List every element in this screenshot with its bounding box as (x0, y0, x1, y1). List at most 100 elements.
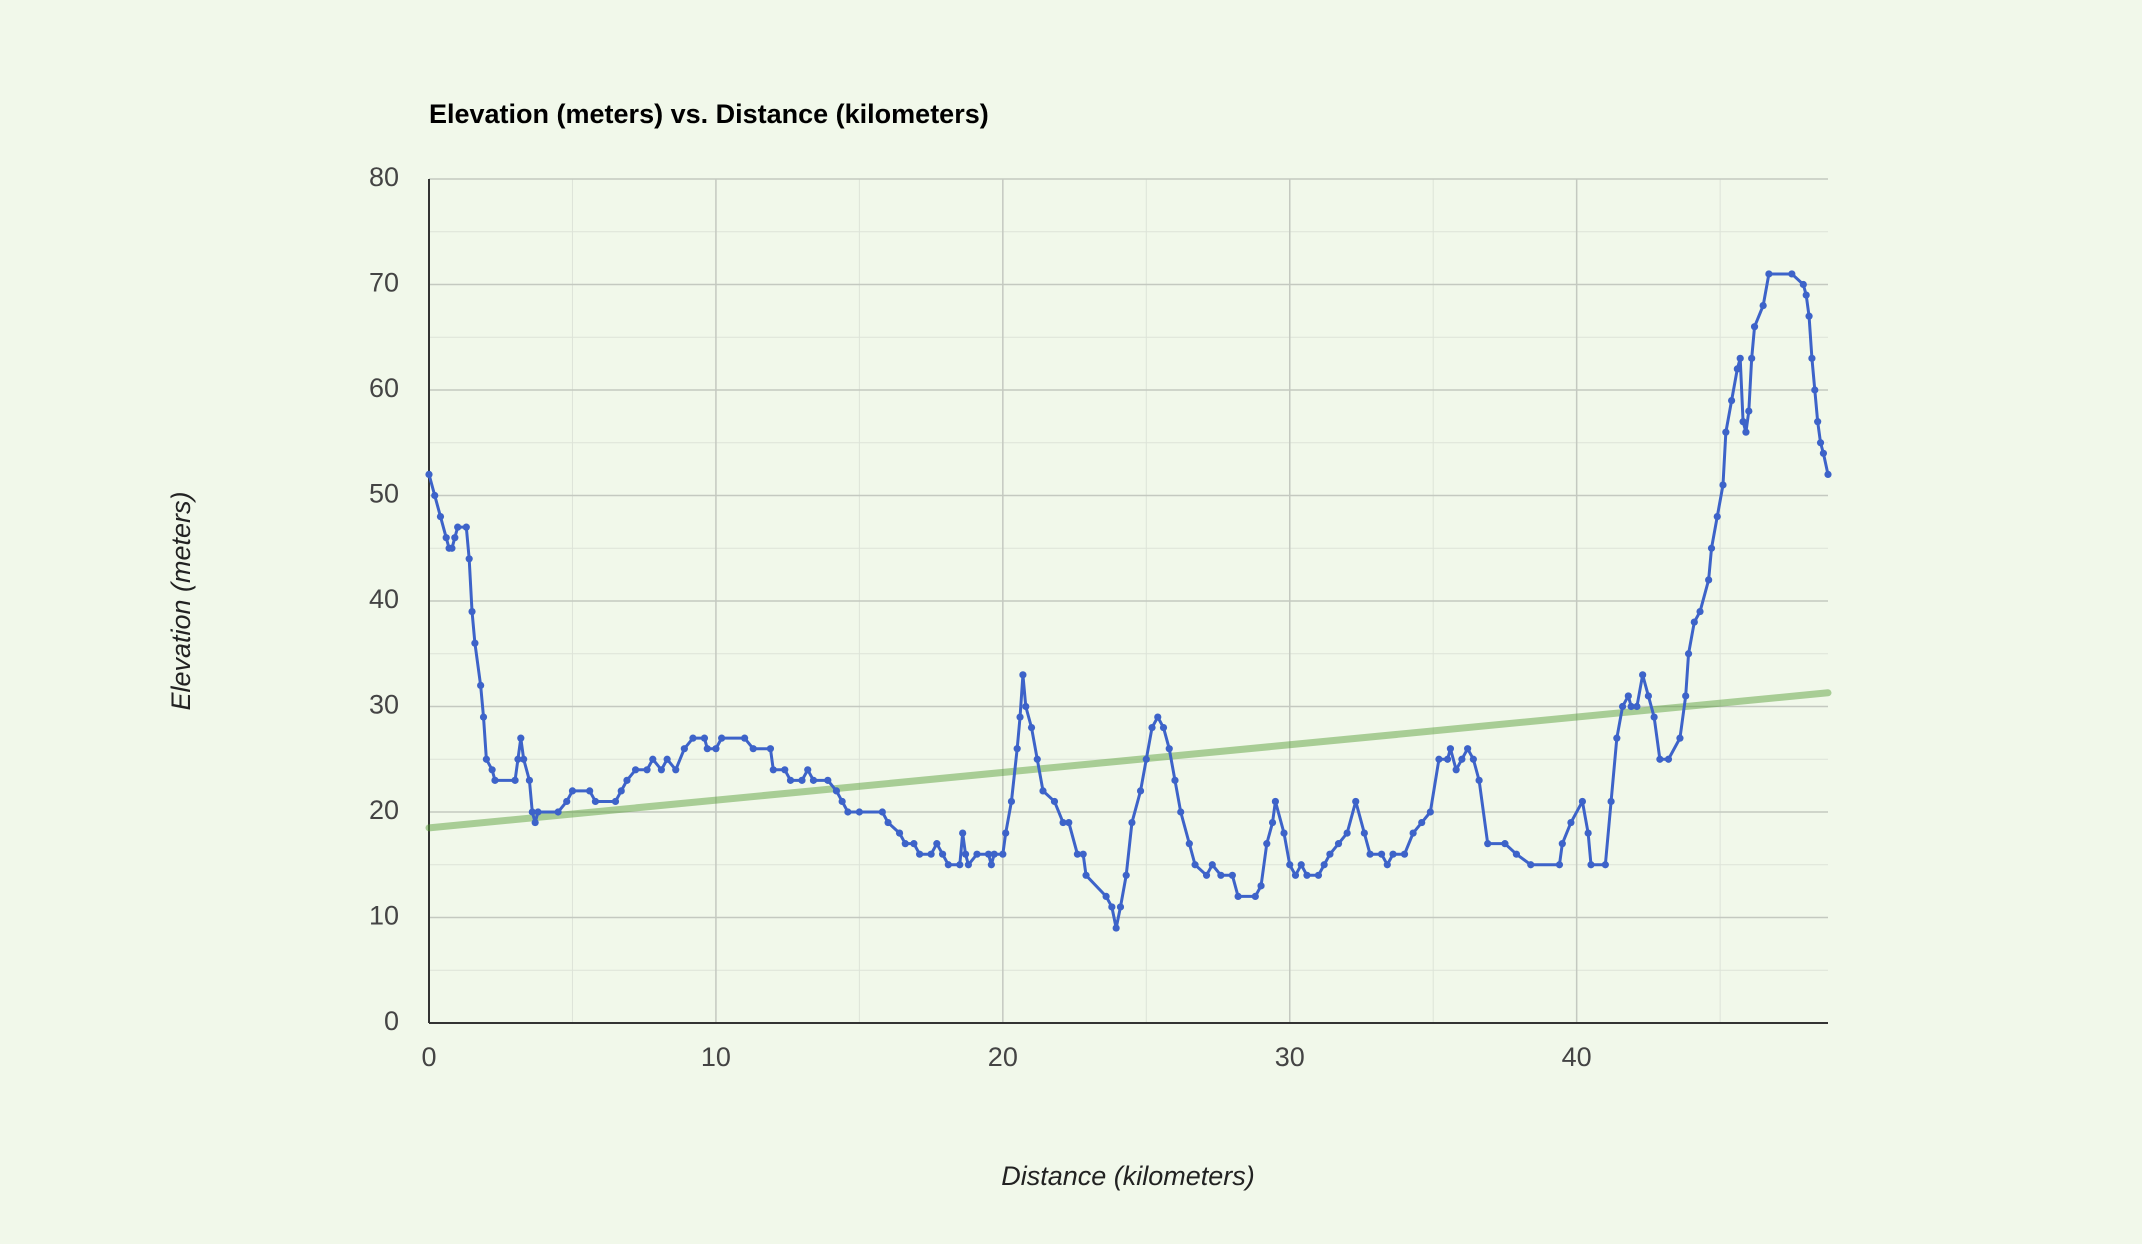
data-point (781, 766, 789, 774)
data-point (1484, 840, 1492, 848)
data-point (1320, 861, 1328, 869)
data-point (1739, 418, 1747, 426)
data-point (1073, 850, 1082, 858)
data-point (766, 745, 775, 753)
data-point (1558, 840, 1566, 848)
data-point (1578, 797, 1587, 806)
data-point (1343, 829, 1351, 837)
data-point (1136, 787, 1145, 795)
data-point (1377, 850, 1386, 858)
data-point (1802, 291, 1810, 299)
data-point (959, 829, 967, 837)
data-point (568, 787, 577, 795)
data-point (431, 491, 439, 500)
data-point (984, 850, 993, 858)
data-point (471, 639, 479, 647)
data-point (1171, 776, 1179, 784)
data-point (1705, 576, 1713, 584)
data-point (938, 850, 947, 858)
data-point (798, 776, 806, 784)
data-point (1208, 861, 1216, 869)
x-tick-label: 20 (988, 1042, 1018, 1072)
data-point (465, 555, 473, 563)
data-point (1286, 861, 1294, 869)
data-point (718, 734, 726, 742)
data-point (1050, 797, 1059, 806)
data-point (1059, 818, 1067, 827)
chart-title: Elevation (meters) vs. Distance (kilomet… (429, 99, 989, 129)
data-point (1234, 892, 1242, 901)
data-point (1400, 850, 1409, 858)
y-tick-label: 60 (369, 373, 399, 403)
data-point (1013, 745, 1021, 753)
data-point (617, 787, 625, 795)
data-point (517, 734, 525, 742)
data-point (1722, 428, 1730, 436)
data-point (1202, 871, 1211, 879)
data-point (1271, 797, 1280, 806)
y-tick-label: 50 (369, 479, 399, 509)
data-point (1303, 871, 1311, 879)
data-point (1154, 713, 1162, 721)
data-point (1033, 755, 1041, 763)
data-point (1736, 354, 1744, 362)
data-point (1824, 470, 1832, 478)
data-point (482, 755, 490, 763)
data-point (1639, 671, 1647, 679)
data-point (1102, 892, 1110, 901)
y-tick-label: 0 (384, 1006, 399, 1036)
data-point (987, 861, 995, 869)
x-tick-label: 10 (701, 1042, 731, 1072)
data-point (1750, 323, 1759, 331)
data-point (525, 776, 534, 784)
data-point (964, 861, 973, 869)
data-point (1816, 439, 1825, 447)
data-point (514, 755, 522, 763)
data-point (832, 787, 841, 795)
data-point (1268, 818, 1277, 827)
data-point (1814, 418, 1822, 426)
data-point (1027, 724, 1036, 732)
data-point (844, 808, 852, 816)
data-point (491, 776, 499, 784)
data-point (1808, 354, 1816, 362)
data-point (1297, 861, 1305, 869)
data-point (961, 850, 970, 858)
data-point (520, 755, 528, 763)
data-point (631, 766, 640, 774)
data-point (1627, 702, 1635, 711)
data-point (741, 734, 749, 742)
data-point (1555, 861, 1564, 869)
data-point (910, 840, 918, 848)
data-point (1263, 840, 1271, 848)
data-point (425, 470, 433, 478)
data-point (689, 734, 697, 742)
x-tick-label: 30 (1275, 1042, 1305, 1072)
data-point (1116, 903, 1125, 911)
data-point (1079, 850, 1087, 858)
y-tick-label: 70 (369, 268, 399, 298)
data-point (1409, 829, 1417, 837)
x-tick-label: 0 (421, 1042, 436, 1072)
data-point (1719, 481, 1727, 489)
data-point (1475, 776, 1483, 784)
data-point (477, 681, 485, 690)
data-point (1664, 755, 1673, 763)
trend-line (425, 689, 1832, 832)
data-point (468, 607, 476, 616)
data-point (884, 818, 892, 827)
y-axis-title: Elevation (meters) (166, 491, 196, 710)
data-point (855, 808, 863, 816)
data-point (1039, 787, 1047, 795)
data-point (1501, 840, 1509, 848)
data-point (1733, 365, 1741, 373)
data-point (1016, 713, 1024, 721)
data-point (649, 755, 657, 763)
data-point (1799, 280, 1807, 289)
data-point (1366, 850, 1374, 858)
x-axis-title: Distance (kilometers) (1001, 1161, 1255, 1191)
data-point (511, 776, 519, 784)
data-point (1644, 692, 1652, 700)
